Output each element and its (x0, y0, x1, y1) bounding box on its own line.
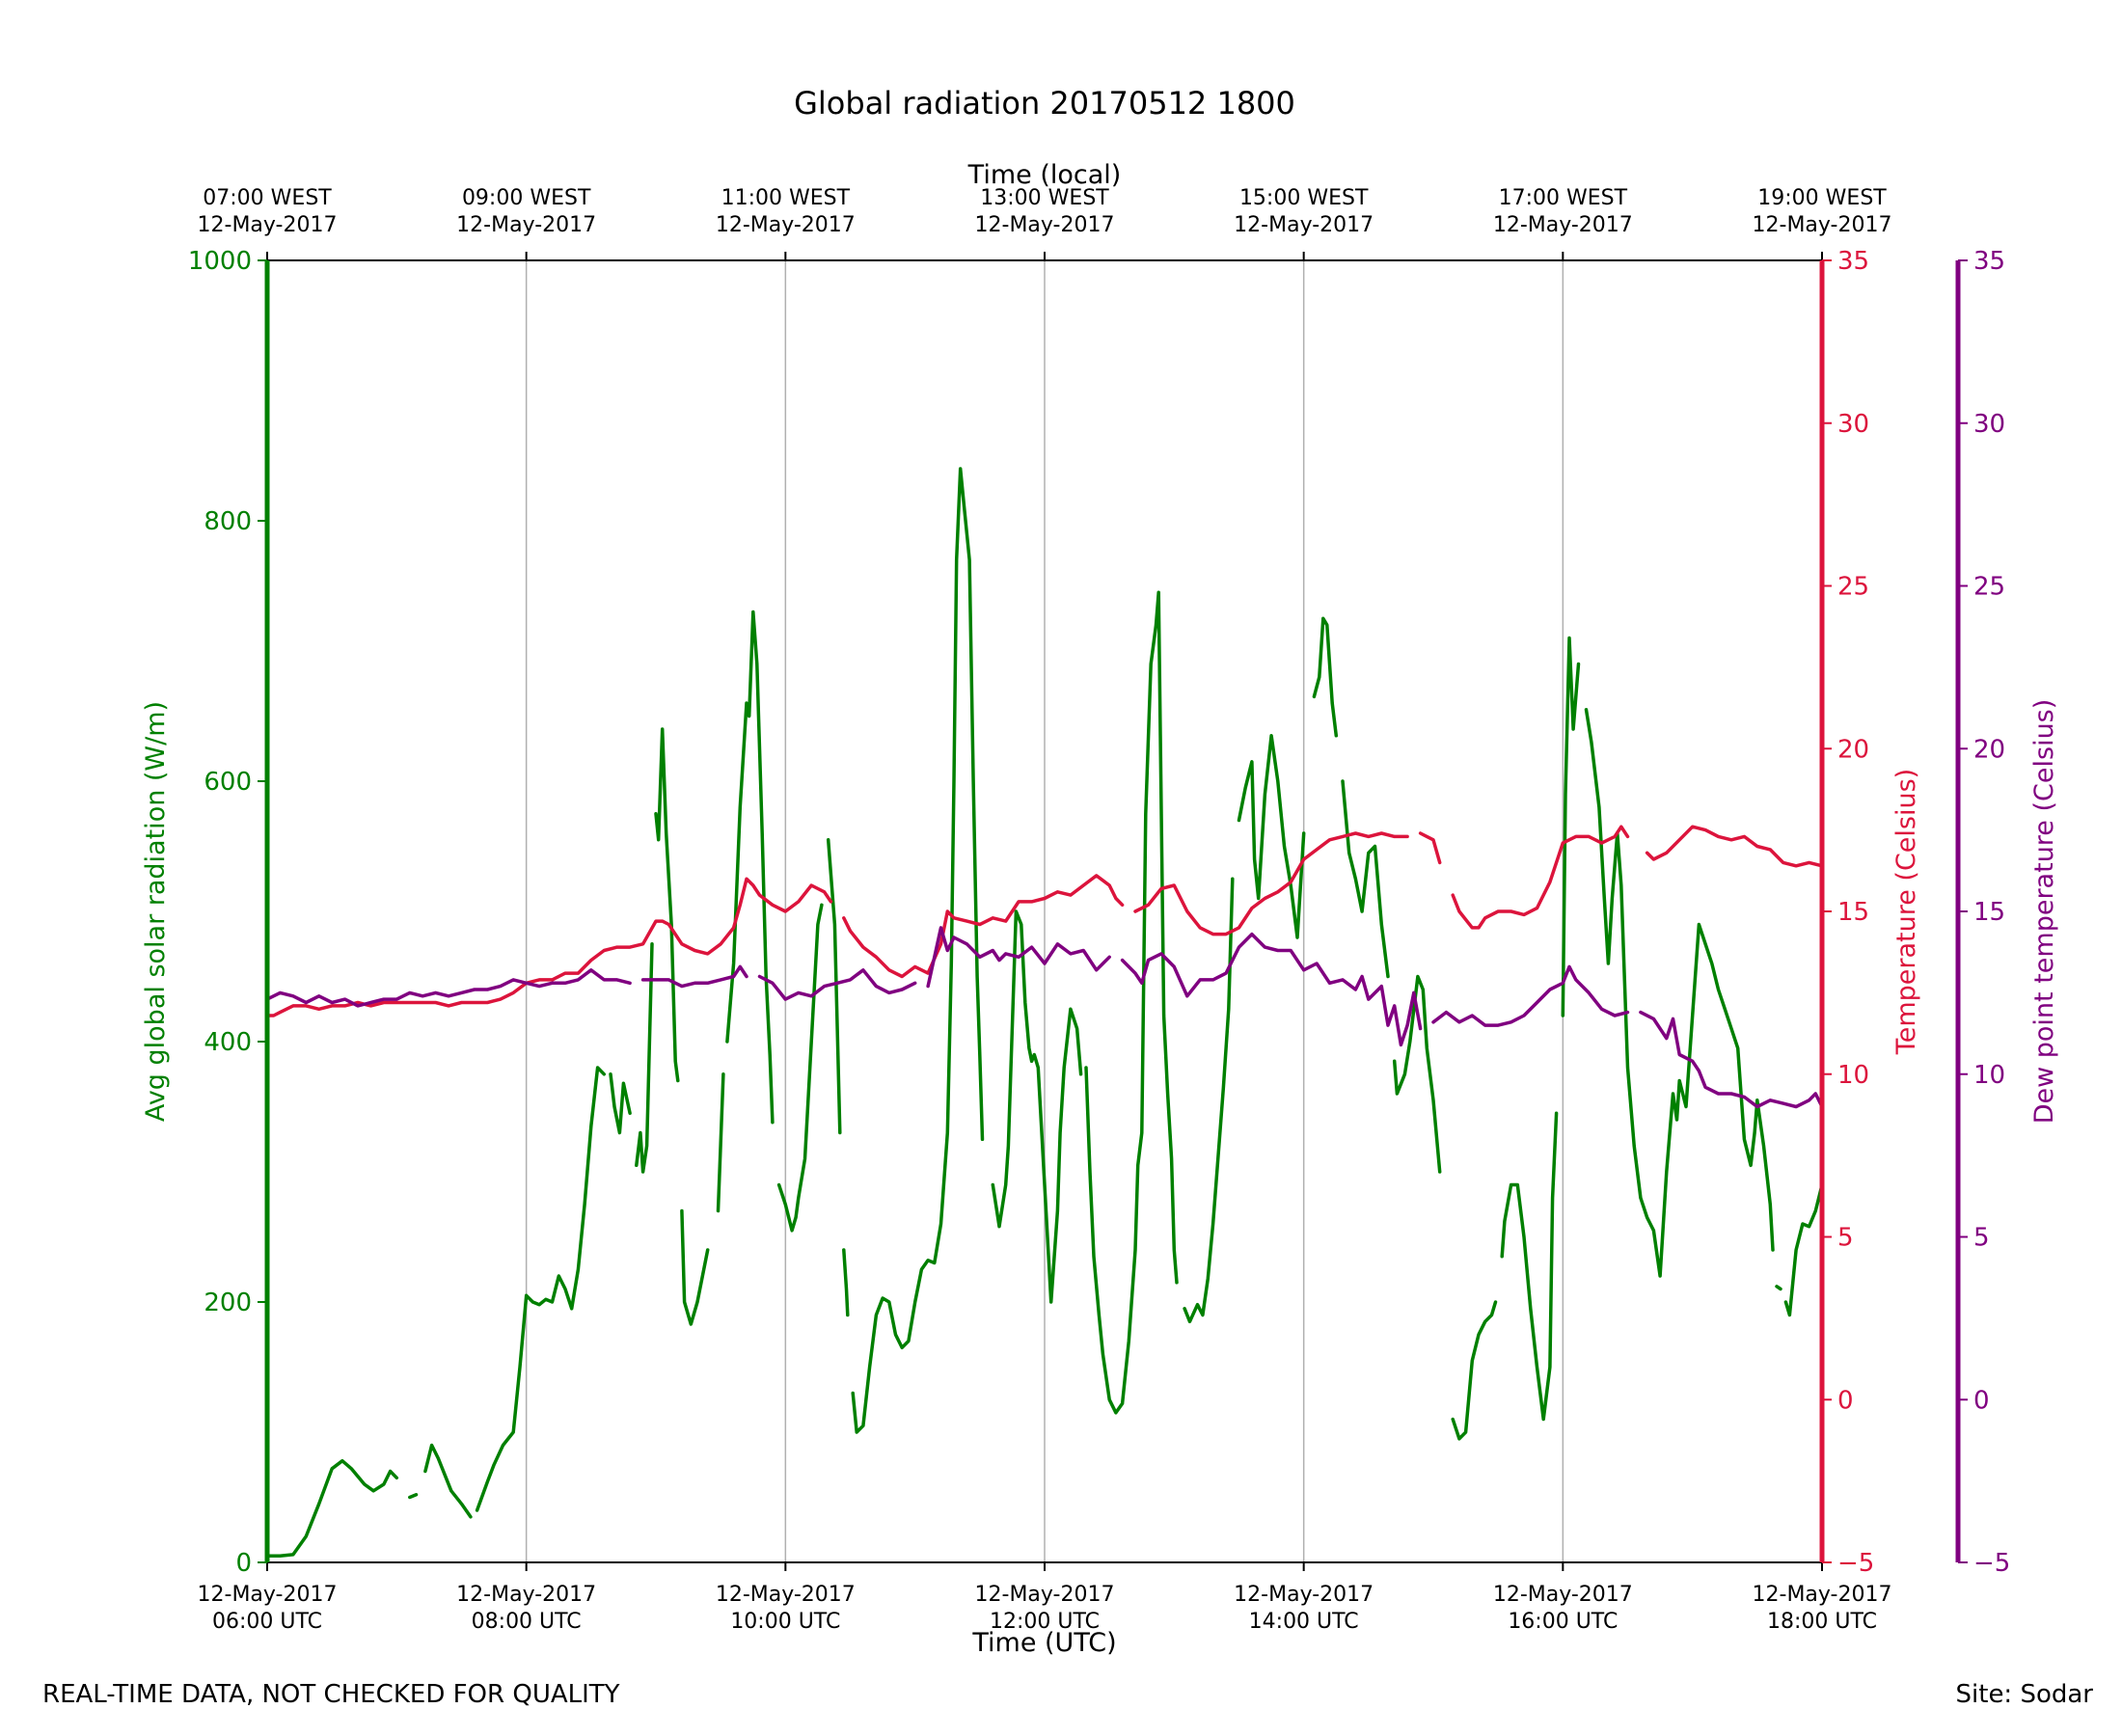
radiation-series-line (267, 260, 1822, 1559)
x-tick-time: 08:00 UTC (472, 1610, 582, 1634)
x-tick-date: 12-May-2017 (456, 1583, 596, 1607)
radiation-axis: 0 200 400 600 800 1000 (188, 247, 270, 1578)
temperature-tick-label: 20 (1837, 735, 1869, 764)
temperature-tick-label: −5 (1837, 1549, 1874, 1578)
temperature-axis: −5 0 5 10 15 20 25 30 35 (1819, 247, 1874, 1578)
x-top-tick-date: 12-May-2017 (716, 213, 856, 237)
x-top-tick-time: 17:00 WEST (1499, 186, 1628, 210)
temperature-tick-label: 10 (1837, 1061, 1869, 1090)
dewpoint-series-line (267, 926, 1822, 1109)
x-tick-time: 10:00 UTC (730, 1610, 840, 1634)
site-label: Site: Sodar (1955, 1680, 2093, 1709)
x-top-tick-date: 12-May-2017 (456, 213, 596, 237)
temperature-tick-label: 5 (1837, 1224, 1854, 1253)
x-top-tick-date: 12-May-2017 (198, 213, 338, 237)
x-tick-date: 12-May-2017 (975, 1583, 1115, 1607)
dewpoint-tick-label: 15 (1973, 898, 2005, 927)
temperature-tick-label: 15 (1837, 898, 1869, 927)
radiation-tick-label: 400 (204, 1028, 252, 1057)
x-top-tick-time: 15:00 WEST (1239, 186, 1369, 210)
x-top-tick-time: 13:00 WEST (980, 186, 1109, 210)
x-top-tick-time: 07:00 WEST (203, 186, 332, 210)
dewpoint-tick-label: 10 (1973, 1061, 2005, 1090)
temperature-tick-label: 25 (1837, 573, 1869, 602)
x-tick-date: 12-May-2017 (716, 1583, 856, 1607)
gridlines (525, 260, 1564, 1562)
radiation-axis-label: Avg global solar radiation (W/m) (141, 701, 171, 1122)
radiation-tick-label: 200 (204, 1288, 252, 1317)
dewpoint-tick-label: 20 (1973, 735, 2005, 764)
x-tick-date: 12-May-2017 (1753, 1583, 1892, 1607)
chart-title: Global radiation 20170512 1800 (794, 85, 1295, 122)
temperature-tick-label: 35 (1837, 247, 1869, 276)
x-top-tick-date: 12-May-2017 (975, 213, 1115, 237)
x-axis-ticks: 12-May-2017 06:00 UTC 07:00 WEST 12-May-201… (198, 186, 1892, 1634)
x-axis-top-label: Time (local) (967, 160, 1122, 190)
temperature-series-line (267, 825, 1822, 1017)
x-tick-time: 18:00 UTC (1767, 1610, 1877, 1634)
x-tick-date: 12-May-2017 (198, 1583, 338, 1607)
temperature-tick-label: 30 (1837, 410, 1869, 439)
dewpoint-tick-label: 25 (1973, 573, 2005, 602)
x-top-tick-time: 09:00 WEST (462, 186, 591, 210)
series-layer (267, 260, 1822, 1559)
x-axis-label: Time (UTC) (971, 1628, 1116, 1658)
x-tick-time: 06:00 UTC (212, 1610, 322, 1634)
dewpoint-tick-label: −5 (1973, 1549, 2010, 1578)
x-tick-date: 12-May-2017 (1234, 1583, 1374, 1607)
dewpoint-tick-label: 5 (1973, 1224, 1990, 1253)
x-tick-date: 12-May-2017 (1493, 1583, 1633, 1607)
x-tick-time: 12:00 UTC (990, 1610, 1100, 1634)
temperature-axis-label: Temperature (Celsius) (1891, 769, 1921, 1055)
x-top-tick-date: 12-May-2017 (1234, 213, 1374, 237)
radiation-tick-label: 800 (204, 507, 252, 536)
radiation-tick-label: 0 (235, 1549, 252, 1578)
x-top-tick-time: 11:00 WEST (721, 186, 851, 210)
x-tick-time: 16:00 UTC (1508, 1610, 1618, 1634)
dewpoint-axis: −5 0 5 10 15 20 25 30 35 (1955, 247, 2010, 1578)
quality-note: REAL-TIME DATA, NOT CHECKED FOR QUALITY (42, 1680, 620, 1709)
radiation-tick-label: 1000 (188, 247, 252, 276)
x-top-tick-date: 12-May-2017 (1493, 213, 1633, 237)
dewpoint-tick-label: 30 (1973, 410, 2005, 439)
x-top-tick-time: 19:00 WEST (1757, 186, 1887, 210)
radiation-tick-label: 600 (204, 768, 252, 797)
x-top-tick-date: 12-May-2017 (1753, 213, 1892, 237)
temperature-tick-label: 0 (1837, 1386, 1854, 1415)
x-tick-time: 14:00 UTC (1249, 1610, 1359, 1634)
dewpoint-tick-label: 35 (1973, 247, 2005, 276)
dewpoint-tick-label: 0 (1973, 1386, 1990, 1415)
dewpoint-axis-label: Dew point temperature (Celsius) (2029, 699, 2059, 1125)
